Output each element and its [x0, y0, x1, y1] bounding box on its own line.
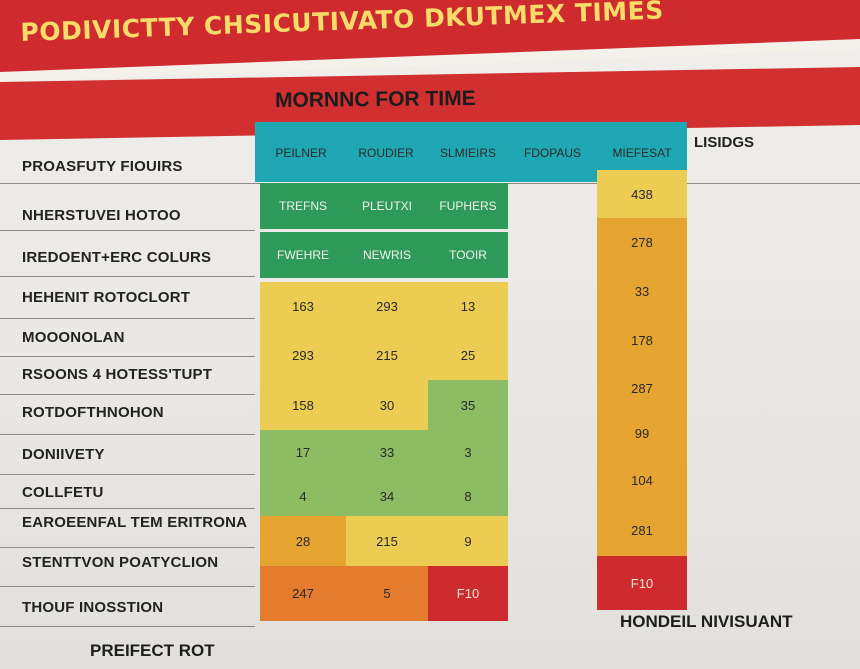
table-cell: 17 [260, 430, 346, 474]
right-column-cell: 104 [597, 455, 687, 505]
row-divider [0, 230, 255, 231]
table-cell: PLEUTXI [346, 183, 428, 229]
right-column-cell: 281 [597, 505, 687, 556]
row-divider [0, 434, 255, 435]
side-column-label: LISIDGS [694, 134, 755, 151]
table-cell: 158 [260, 380, 346, 430]
row-label: NHERSTUVEI HOTOO [22, 207, 181, 224]
table-cell: 293 [260, 330, 346, 380]
table-cell: F10 [428, 566, 508, 621]
table-cell: 5 [346, 566, 428, 621]
row-label: PROASFUTY FIOUIRS [22, 158, 183, 175]
table-cell: 8 [428, 474, 508, 518]
right-column-cell: 178 [597, 316, 687, 364]
table-cell: 215 [346, 330, 428, 380]
row-label: THOUF INOSSTION [22, 599, 164, 616]
table-cell: 9 [428, 516, 508, 566]
right-column-cell: 33 [597, 266, 687, 316]
row-label: ROTDOFTHNOHON [22, 404, 164, 421]
table-cell: 34 [346, 474, 428, 518]
right-column-cell: F10 [597, 556, 687, 610]
row-divider [0, 318, 255, 319]
right-column-cell: 287 [597, 364, 687, 412]
row-divider [0, 394, 255, 395]
row-divider [0, 626, 255, 627]
row-label: DONIIVETY [22, 446, 105, 463]
row-divider [0, 547, 255, 548]
column-header: MIEFESAT [612, 146, 672, 160]
table-cell: 13 [428, 282, 508, 330]
row-label: MOOONOLAN [22, 329, 125, 346]
row-label: RSOONS 4 HOTESS'TUPT [22, 366, 213, 383]
row-divider [0, 356, 255, 357]
table-cell: FWEHRE [260, 232, 346, 278]
table-cell: 3 [428, 430, 508, 474]
table-cell: TREFNS [260, 183, 346, 229]
table-cell: TOOIR [428, 232, 508, 278]
table-cell: 4 [260, 474, 346, 518]
row-divider [0, 586, 255, 587]
table-cell: 25 [428, 330, 508, 380]
table-cell: 35 [428, 380, 508, 430]
right-column-cell: 278 [597, 218, 687, 266]
table-cell: FUPHERS [428, 183, 508, 229]
table-cell: 247 [260, 566, 346, 621]
column-header: FDOPAUS [523, 146, 582, 160]
table-cell: 30 [346, 380, 428, 430]
footer-left-label: PREIFECT ROT [90, 641, 215, 660]
row-label: EAROEENFAL TEM ERITRONA [22, 514, 248, 531]
column-header: PEILNER [275, 146, 327, 160]
table-cell: 28 [260, 516, 346, 566]
footer-right-label: HONDEIL NIVISUANT [620, 612, 793, 631]
row-label: HEHENIT ROTOCLORT [22, 289, 191, 306]
table-cell: 163 [260, 282, 346, 330]
column-header: SLMIEIRS [439, 146, 496, 160]
row-label: COLLFETU [22, 484, 104, 501]
right-column-cell: 438 [597, 170, 687, 218]
table-cell: 293 [346, 282, 428, 330]
row-divider [0, 474, 255, 475]
row-divider [0, 508, 255, 509]
table-cell: 33 [346, 430, 428, 474]
right-column-cell: 99 [597, 412, 687, 455]
row-label: IREDOENT+ERC COLURS [22, 249, 212, 266]
table-cell: NEWRIS [346, 232, 428, 278]
row-label: STENTTVON POATYCLION [22, 554, 219, 571]
column-header: ROUDIER [358, 146, 414, 160]
table-cell: 215 [346, 516, 428, 566]
chart-subtitle: MORNNC FOR TIME [274, 86, 476, 113]
row-divider [0, 276, 255, 277]
